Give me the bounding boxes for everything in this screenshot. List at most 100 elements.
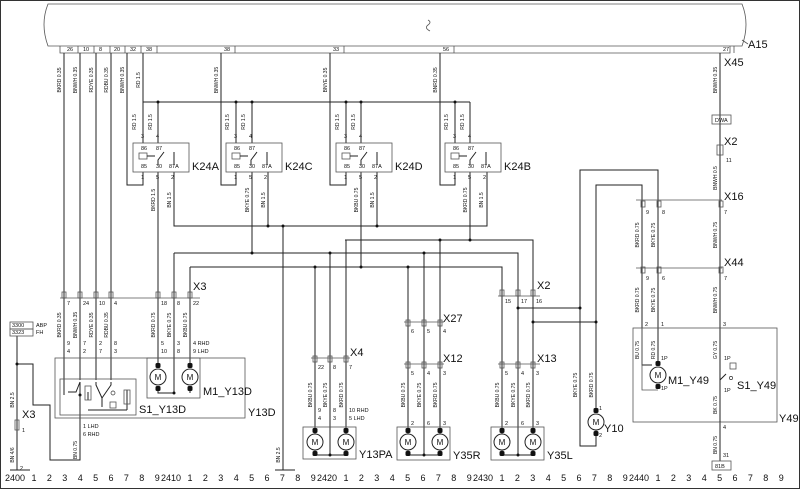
- module-pin-number: 8: [99, 47, 102, 53]
- connector-pin: [718, 266, 724, 274]
- connector-pin-number: 8: [177, 301, 180, 307]
- wire-label: BNWH 0.75: [713, 222, 719, 249]
- wire-label: BKYE 0.75: [573, 373, 579, 398]
- connector-pin-number: 7: [67, 301, 70, 307]
- relay-contact-icon: [459, 151, 487, 165]
- component-label: Y13D: [248, 407, 276, 419]
- y13d-pin: 3: [177, 341, 180, 347]
- wire-label: BU 0.75: [635, 341, 641, 359]
- connector-label-x12: X12: [443, 353, 463, 365]
- wire-label: BKBU 0.75: [354, 187, 360, 212]
- relay-terminal: 87A: [481, 164, 491, 170]
- wire-label: BK 0.75: [713, 396, 719, 414]
- ground-81b-box: [711, 460, 732, 471]
- connector-pin: [656, 200, 662, 208]
- wire-label: BN 0.75: [73, 441, 79, 459]
- motor-symbol: M: [437, 438, 444, 447]
- component-label: Y35L: [547, 450, 573, 462]
- grid-subdivision-label: 5: [93, 473, 98, 483]
- grid-subdivision-label: 6: [732, 473, 737, 483]
- relay-terminal: 30: [249, 164, 255, 170]
- relay-terminal: 86: [234, 146, 240, 152]
- grid-subdivision-label: 8: [763, 473, 768, 483]
- grid-subdivision-label: 9: [311, 473, 316, 483]
- wire-label: BKBU 0.75: [308, 382, 314, 407]
- module-pin-number: 56: [443, 47, 449, 53]
- module-pin-number: 33: [333, 47, 339, 53]
- connector-pin: [327, 355, 333, 363]
- component-label: S1_Y13D: [139, 404, 186, 416]
- connector-pin: [108, 291, 114, 299]
- wire-label: BN 0.75: [713, 436, 719, 454]
- grid-subdivision-label: 9: [467, 473, 472, 483]
- grid-section-label: 2440: [629, 473, 649, 483]
- wire-label: BNRD 0.35: [433, 67, 439, 93]
- grid-section-label: 2400: [5, 473, 25, 483]
- s1-y13d-pin: 6 RHD: [83, 432, 100, 438]
- wire-label: RD 0.75: [651, 341, 657, 360]
- module-pin-number: 10: [83, 47, 89, 53]
- connector-label-x2: X2: [537, 280, 550, 292]
- grid-subdivision-label: 3: [530, 473, 535, 483]
- y13d-pin: 2: [99, 341, 102, 347]
- grid-section-label: 2420: [317, 473, 337, 483]
- wire-label: RD 1.5: [148, 114, 154, 130]
- relay-terminal: 87: [156, 146, 162, 152]
- relay-terminal: 4: [359, 134, 362, 140]
- wire-label: BKRD 0.75: [635, 287, 641, 312]
- connector-label-x13: X13: [537, 353, 557, 365]
- y13d-pin: 7: [99, 349, 102, 355]
- relay-terminal: 87A: [372, 164, 382, 170]
- relay-terminal: 86: [141, 146, 147, 152]
- relay-label: K24C: [285, 161, 313, 173]
- wire-label: BNWH 0.5: [713, 166, 719, 190]
- wire-label: RD 1.5: [335, 114, 341, 130]
- y49-box: [632, 327, 778, 423]
- motor-icon: M: [149, 363, 167, 391]
- relay-terminal: 87A: [169, 164, 179, 170]
- y13pa-pin: 8: [333, 408, 336, 414]
- wire-label: BKYE 0.75: [651, 288, 657, 313]
- y13d-pin: 4: [67, 349, 70, 355]
- connector-pin-number: 24: [83, 301, 89, 307]
- relay-k24c: [225, 142, 283, 173]
- y35l-pin: 3: [536, 421, 539, 427]
- connector-pin-number: 5: [427, 329, 430, 335]
- y13pa-pin: 5 LHD: [349, 416, 365, 422]
- relay-terminal: 85: [141, 164, 147, 170]
- connector-pin-number: 22: [318, 365, 324, 371]
- legend-label: FH: [36, 330, 43, 336]
- connector-pin-number: 4: [443, 329, 446, 335]
- relay-terminal: 87: [249, 146, 255, 152]
- y49-pin: 1: [661, 322, 664, 328]
- connector-pin-number: 15: [505, 299, 511, 305]
- grid-subdivision-label: 6: [264, 473, 269, 483]
- connector-pin: [499, 361, 505, 369]
- connector-pin: [656, 266, 662, 274]
- grid-subdivision-label: 5: [249, 473, 254, 483]
- relay-terminal: 86: [453, 146, 459, 152]
- connector-pin-number: 17: [521, 299, 527, 305]
- relay-k24b: [444, 142, 502, 173]
- wire-label: BN 2.5: [10, 392, 16, 408]
- module-pin-number: 26: [67, 47, 73, 53]
- grid-subdivision-label: 7: [280, 473, 285, 483]
- grid-subdivision-label: 7: [436, 473, 441, 483]
- y13pa-pin: 3: [333, 416, 336, 422]
- module-pin-number: 20: [114, 47, 120, 53]
- motor-icon: M: [181, 363, 199, 391]
- y35r-pin: 6: [427, 421, 430, 427]
- grid-subdivision-label: 2: [671, 473, 676, 483]
- wire-label: BKRD 0.75: [526, 382, 532, 407]
- relay-terminal: 1: [234, 175, 237, 181]
- grid-subdivision-label: 8: [451, 473, 456, 483]
- component-label: M1_Y13D: [203, 386, 252, 398]
- y13pa-pin: 9: [318, 408, 321, 414]
- connector-pin: [61, 291, 67, 299]
- y13d-pin: 4 RHD: [193, 341, 210, 347]
- legend-code: 3300: [12, 323, 24, 329]
- wire-label: BKYE 0.75: [245, 188, 251, 213]
- wire-label: BKRD 1.5: [151, 189, 157, 211]
- wire-label: BNWH 0.75: [713, 287, 719, 314]
